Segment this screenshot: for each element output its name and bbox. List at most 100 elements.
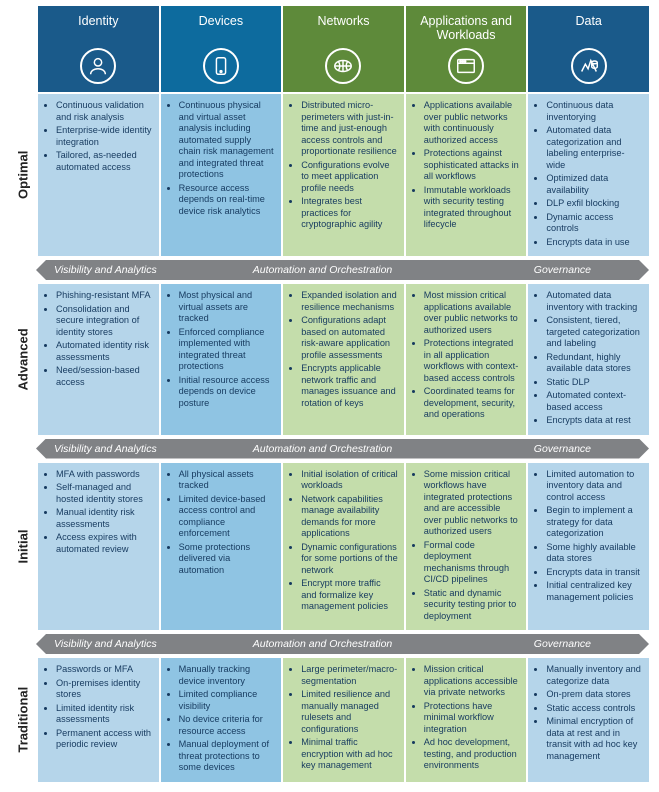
- bullet-item: Expanded isolation and resilience mechan…: [301, 290, 398, 313]
- bullet-item: Automated identity risk assessments: [56, 340, 153, 363]
- bullet-item: Manually inventory and categorize data: [546, 664, 643, 687]
- separator-label: Visibility and Analytics: [54, 638, 233, 650]
- bullet-item: Distributed micro-perimeters with just-i…: [301, 100, 398, 158]
- separator-label: Governance: [412, 638, 631, 650]
- bullet-item: Manually tracking device inventory: [179, 664, 276, 687]
- bullet-item: Ad hoc development, testing, and product…: [424, 737, 521, 772]
- bullet-item: Encrypts data in use: [546, 237, 643, 249]
- bullet-item: Initial isolation of critical workloads: [301, 469, 398, 492]
- column-label: Identity: [42, 14, 155, 28]
- matrix-cell: Initial isolation of critical workloadsN…: [283, 463, 404, 631]
- matrix-cell: Automated data inventory with trackingCo…: [528, 284, 649, 435]
- bullet-item: Enterprise-wide identity integration: [56, 125, 153, 148]
- separator-label: Automation and Orchestration: [233, 264, 412, 276]
- bullet-item: Tailored, as-needed automated access: [56, 150, 153, 173]
- bullet-item: Minimal encryption of data at rest and i…: [546, 716, 643, 762]
- bullet-item: Static and dynamic security testing prio…: [424, 588, 521, 623]
- matrix-cell: Distributed micro-perimeters with just-i…: [283, 94, 404, 256]
- bullet-item: Initial resource access depends on devic…: [179, 375, 276, 410]
- bullet-item: Manual identity risk assessments: [56, 507, 153, 530]
- bullet-item: Encrypts applicable network traffic and …: [301, 363, 398, 409]
- bullet-item: Limited resilience and manually managed …: [301, 689, 398, 735]
- device-icon: [203, 48, 239, 84]
- bullet-item: Consolidation and secure integration of …: [56, 304, 153, 339]
- bullet-item: Static DLP: [546, 377, 643, 389]
- matrix-cell: Applications available over public netwo…: [406, 94, 527, 256]
- row-label: Initial: [10, 463, 36, 631]
- bullet-item: Protections have minimal workflow integr…: [424, 701, 521, 736]
- bullet-item: Most mission critical applications avail…: [424, 290, 521, 336]
- matrix-cell: Manually tracking device inventoryLimite…: [161, 658, 282, 782]
- data-icon: [571, 48, 607, 84]
- bullet-item: Permanent access with periodic review: [56, 728, 153, 751]
- bullet-item: Automated context-based access: [546, 390, 643, 413]
- bullet-item: Automated data inventory with tracking: [546, 290, 643, 313]
- bullet-item: Static access controls: [546, 703, 643, 715]
- network-icon: [325, 48, 361, 84]
- bullet-item: Encrypt more traffic and formalize key m…: [301, 578, 398, 613]
- bullet-item: Begin to implement a strategy for data c…: [546, 505, 643, 540]
- bullet-item: Need/session-based access: [56, 365, 153, 388]
- matrix-cell: Continuous validation and risk analysisE…: [38, 94, 159, 256]
- matrix-cell: MFA with passwordsSelf-managed and hoste…: [38, 463, 159, 631]
- bullet-item: Self-managed and hosted identity stores: [56, 482, 153, 505]
- matrix-cell: Phishing-resistant MFA Consolidation and …: [38, 284, 159, 435]
- person-icon: [80, 48, 116, 84]
- capability-arrow: Visibility and AnalyticsAutomation and O…: [36, 439, 649, 459]
- column-header: Identity: [38, 6, 159, 92]
- bullet-item: Protections integrated in all applicatio…: [424, 338, 521, 384]
- separator-row: Visibility and AnalyticsAutomation and O…: [10, 437, 649, 461]
- bullet-item: No device criteria for resource access: [179, 714, 276, 737]
- separator-row: Visibility and AnalyticsAutomation and O…: [10, 258, 649, 282]
- bullet-item: On-premises identity stores: [56, 678, 153, 701]
- bullet-item: Configurations evolve to meet applicatio…: [301, 160, 398, 195]
- separator-label: Automation and Orchestration: [233, 443, 412, 455]
- bullet-item: Optimized data availability: [546, 173, 643, 196]
- separator-label: Governance: [412, 443, 631, 455]
- bullet-item: Limited compliance visibility: [179, 689, 276, 712]
- bullet-item: Automated data categorization and labeli…: [546, 125, 643, 171]
- bullet-item: Phishing-resistant MFA: [56, 290, 153, 302]
- bullet-item: Some mission critical workflows have int…: [424, 469, 521, 538]
- row-label: Optimal: [10, 94, 36, 256]
- matrix-cell: Continuous physical and virtual asset an…: [161, 94, 282, 256]
- bullet-item: Applications available over public netwo…: [424, 100, 521, 146]
- matrix-cell: All physical assets trackedLimited devic…: [161, 463, 282, 631]
- bullet-item: Access expires with automated review: [56, 532, 153, 555]
- bullet-item: Some highly available data stores: [546, 542, 643, 565]
- bullet-item: Dynamic access controls: [546, 212, 643, 235]
- bullet-item: Immutable workloads with security testin…: [424, 185, 521, 231]
- separator-label: Visibility and Analytics: [54, 443, 233, 455]
- matrix-cell: Expanded isolation and resilience mechan…: [283, 284, 404, 435]
- bullet-item: Protections against sophisticated attack…: [424, 148, 521, 183]
- separator-row: Visibility and AnalyticsAutomation and O…: [10, 632, 649, 656]
- bullet-item: Enforced compliance implemented with int…: [179, 327, 276, 373]
- matrix-cell: Passwords or MFAOn-premises identity sto…: [38, 658, 159, 782]
- bullet-item: Limited device-based access control and …: [179, 494, 276, 540]
- matrix-cell: Mission critical applications accessible…: [406, 658, 527, 782]
- bullet-item: Continuous validation and risk analysis: [56, 100, 153, 123]
- bullet-item: Large perimeter/macro-segmentation: [301, 664, 398, 687]
- row-label: Advanced: [10, 284, 36, 435]
- bullet-item: Limited identity risk assessments: [56, 703, 153, 726]
- matrix-cell: Continuous data inventoryingAutomated da…: [528, 94, 649, 256]
- bullet-item: Network capabilities manage availability…: [301, 494, 398, 540]
- separator-label: Governance: [412, 264, 631, 276]
- bullet-item: MFA with passwords: [56, 469, 153, 481]
- bullet-item: Redundant, highly available data stores: [546, 352, 643, 375]
- separator-label: Automation and Orchestration: [233, 638, 412, 650]
- matrix-cell: Large perimeter/macro-segmentationLimite…: [283, 658, 404, 782]
- column-label: Networks: [287, 14, 400, 28]
- bullet-item: On-prem data stores: [546, 689, 643, 701]
- column-header: Devices: [161, 6, 282, 92]
- bullet-item: Continuous data inventorying: [546, 100, 643, 123]
- column-label: Devices: [165, 14, 278, 28]
- bullet-item: Encrypts data in transit: [546, 567, 643, 579]
- column-header: Networks: [283, 6, 404, 92]
- capability-arrow: Visibility and AnalyticsAutomation and O…: [36, 634, 649, 654]
- bullet-item: Limited automation to inventory data and…: [546, 469, 643, 504]
- app-icon: [448, 48, 484, 84]
- maturity-matrix: IdentityDevicesNetworksApplications and …: [0, 0, 659, 792]
- bullet-item: DLP exfil blocking: [546, 198, 643, 210]
- column-label: Data: [532, 14, 645, 28]
